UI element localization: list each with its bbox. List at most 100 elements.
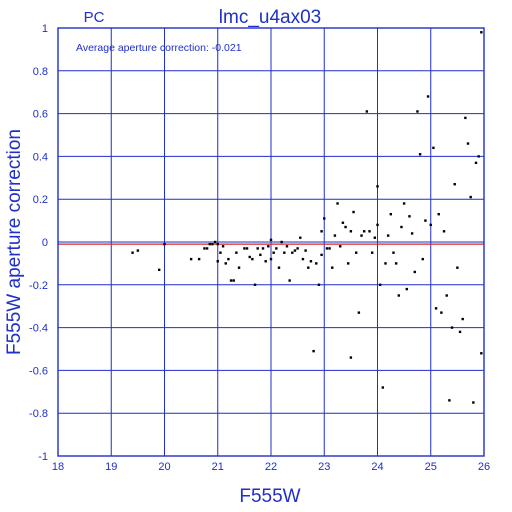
data-point [296, 247, 299, 250]
y-tick-label: -0.6 [29, 365, 48, 377]
data-point [381, 386, 385, 389]
data-point [280, 240, 283, 244]
x-tick-label: 23 [318, 461, 330, 473]
data-point [386, 234, 390, 237]
data-point [402, 202, 406, 205]
data-point [205, 247, 209, 250]
data-point [323, 217, 326, 220]
x-axis-label: F555W [239, 486, 300, 507]
data-point [392, 251, 395, 254]
data-point [413, 270, 416, 274]
y-tick-label: -1 [38, 451, 48, 463]
data-point [362, 230, 366, 233]
y-tick-label: -0.2 [29, 280, 48, 292]
data-point [384, 262, 387, 265]
data-point [474, 161, 478, 165]
data-point [424, 219, 427, 222]
data-point [466, 142, 470, 145]
data-point [453, 183, 456, 186]
data-point [163, 242, 166, 246]
data-point [299, 236, 302, 239]
data-point [197, 257, 201, 261]
data-point [293, 249, 297, 252]
detector-label: PC [84, 9, 105, 26]
data-point [442, 230, 446, 233]
data-point [480, 31, 483, 34]
data-point [320, 230, 323, 233]
data-point [349, 356, 353, 359]
data-point [272, 251, 275, 254]
data-point [450, 326, 454, 329]
data-point [208, 242, 211, 246]
data-point [448, 399, 451, 402]
data-point [216, 260, 219, 263]
data-point [456, 266, 459, 269]
data-point [259, 253, 262, 257]
data-point [464, 116, 467, 120]
data-point [397, 294, 400, 297]
x-tick-label: 18 [52, 461, 64, 473]
data-point [235, 251, 238, 254]
y-tick-label: -0.4 [29, 323, 48, 335]
data-point [227, 257, 230, 261]
data-point [325, 247, 329, 250]
data-point [331, 266, 334, 269]
data-point [131, 251, 134, 254]
data-point [341, 221, 345, 224]
data-point [410, 232, 414, 235]
chart-title: lmc_u4ax03 [219, 7, 321, 28]
data-point [317, 283, 321, 286]
x-tick-label: 22 [265, 461, 277, 473]
data-point [376, 223, 379, 227]
data-point [389, 212, 393, 216]
y-tick-label: 0.6 [33, 109, 48, 121]
data-point [232, 279, 235, 282]
data-point [400, 225, 403, 229]
x-tick-label: 26 [478, 461, 490, 473]
data-point [336, 202, 339, 205]
data-point [461, 317, 464, 321]
data-point [437, 212, 440, 216]
data-point [256, 247, 259, 250]
y-axis-label: F555W aperture correction [4, 129, 25, 355]
data-point [432, 146, 435, 150]
data-point [434, 307, 438, 310]
data-point [320, 253, 323, 257]
data-point [347, 262, 350, 265]
data-point [429, 223, 432, 227]
data-point [408, 215, 411, 218]
data-point [315, 262, 318, 265]
data-point [458, 330, 462, 334]
data-point [229, 279, 233, 282]
x-tick-label: 25 [425, 461, 437, 473]
y-tick-label: -0.8 [29, 408, 48, 420]
data-point [477, 155, 480, 158]
data-point [344, 225, 347, 229]
data-point [203, 247, 206, 250]
data-point [339, 245, 342, 248]
y-tick-labels: 1 0.8 0.6 0.4 0.2 0 -0.2 -0.4 -0.6 -0.8 -1 [29, 23, 48, 463]
x-tick-label: 21 [212, 461, 224, 473]
data-point [245, 247, 249, 250]
x-tick-labels: 18 19 20 21 22 23 24 25 26 [52, 461, 490, 473]
y-tick-label: 0.8 [33, 66, 48, 78]
data-point [267, 245, 270, 248]
data-point [253, 283, 257, 286]
data-point [352, 210, 355, 214]
data-point [269, 257, 273, 261]
data-point [136, 249, 140, 252]
data-point [355, 251, 358, 254]
data-point [376, 185, 379, 188]
data-point [275, 247, 278, 250]
y-tick-label: 1 [42, 23, 48, 35]
data-point [378, 283, 382, 286]
data-point [349, 230, 353, 233]
data-point [224, 262, 227, 265]
data-point [248, 255, 251, 259]
data-point [312, 349, 315, 353]
data-point [237, 266, 241, 269]
y-tick-label: 0.2 [33, 194, 48, 206]
data-point [365, 110, 369, 113]
